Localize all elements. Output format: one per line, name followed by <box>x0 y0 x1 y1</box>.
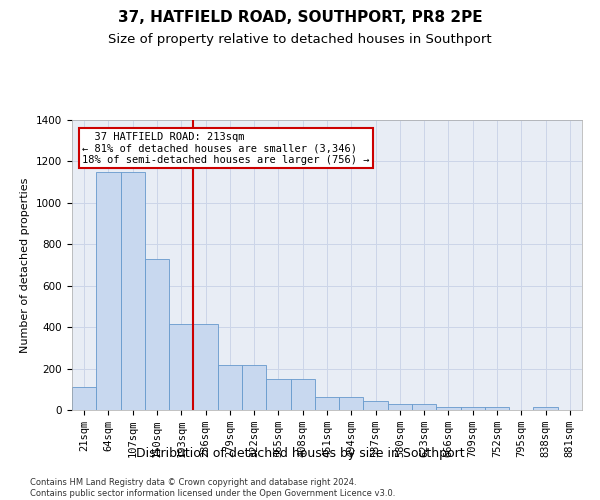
Bar <box>121 172 145 410</box>
Text: 37 HATFIELD ROAD: 213sqm
← 81% of detached houses are smaller (3,346)
18% of sem: 37 HATFIELD ROAD: 213sqm ← 81% of detach… <box>82 132 370 165</box>
Text: Distribution of detached houses by size in Southport: Distribution of detached houses by size … <box>136 448 464 460</box>
Bar <box>145 259 169 410</box>
Text: Size of property relative to detached houses in Southport: Size of property relative to detached ho… <box>108 32 492 46</box>
Bar <box>290 379 315 410</box>
Bar <box>388 404 412 410</box>
Y-axis label: Number of detached properties: Number of detached properties <box>20 178 31 352</box>
Bar <box>364 400 388 410</box>
Bar <box>436 407 461 410</box>
Bar <box>339 396 364 410</box>
Bar <box>461 407 485 410</box>
Bar <box>533 407 558 410</box>
Bar <box>412 404 436 410</box>
Bar <box>169 324 193 410</box>
Text: 37, HATFIELD ROAD, SOUTHPORT, PR8 2PE: 37, HATFIELD ROAD, SOUTHPORT, PR8 2PE <box>118 10 482 25</box>
Bar <box>72 387 96 410</box>
Text: Contains HM Land Registry data © Crown copyright and database right 2024.
Contai: Contains HM Land Registry data © Crown c… <box>30 478 395 498</box>
Bar <box>242 366 266 410</box>
Bar <box>266 379 290 410</box>
Bar <box>193 324 218 410</box>
Bar <box>218 366 242 410</box>
Bar <box>96 172 121 410</box>
Bar <box>315 396 339 410</box>
Bar <box>485 407 509 410</box>
